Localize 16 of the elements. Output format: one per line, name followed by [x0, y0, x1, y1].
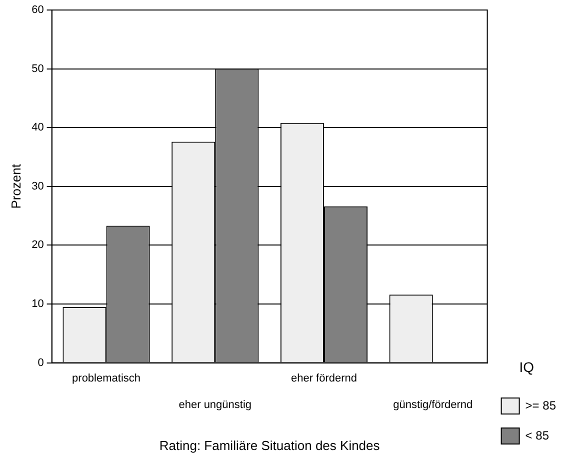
y-tick-label: 50 [32, 62, 44, 75]
legend-label: < 85 [525, 428, 550, 442]
legend-title: IQ [519, 359, 534, 376]
x-tick-label: problematisch [72, 372, 141, 384]
y-tick-label: 30 [32, 180, 44, 192]
x-axis-title: Rating: Familiäre Situation des Kindes [159, 438, 380, 453]
y-axis-title: Prozent [8, 164, 24, 209]
y-tick-label: 10 [32, 298, 44, 310]
legend-label: >= 85 [525, 398, 556, 412]
x-tick-label: eher fördernd [290, 372, 358, 384]
y-tick-label: 40 [32, 122, 44, 134]
x-tick-label: eher ungünstig [178, 398, 252, 411]
y-tick-label: 0 [38, 356, 44, 369]
y-tick-label: 20 [32, 239, 44, 252]
x-tick-label: günstig/fördernd [393, 398, 473, 411]
y-tick-label: 60 [32, 4, 44, 16]
